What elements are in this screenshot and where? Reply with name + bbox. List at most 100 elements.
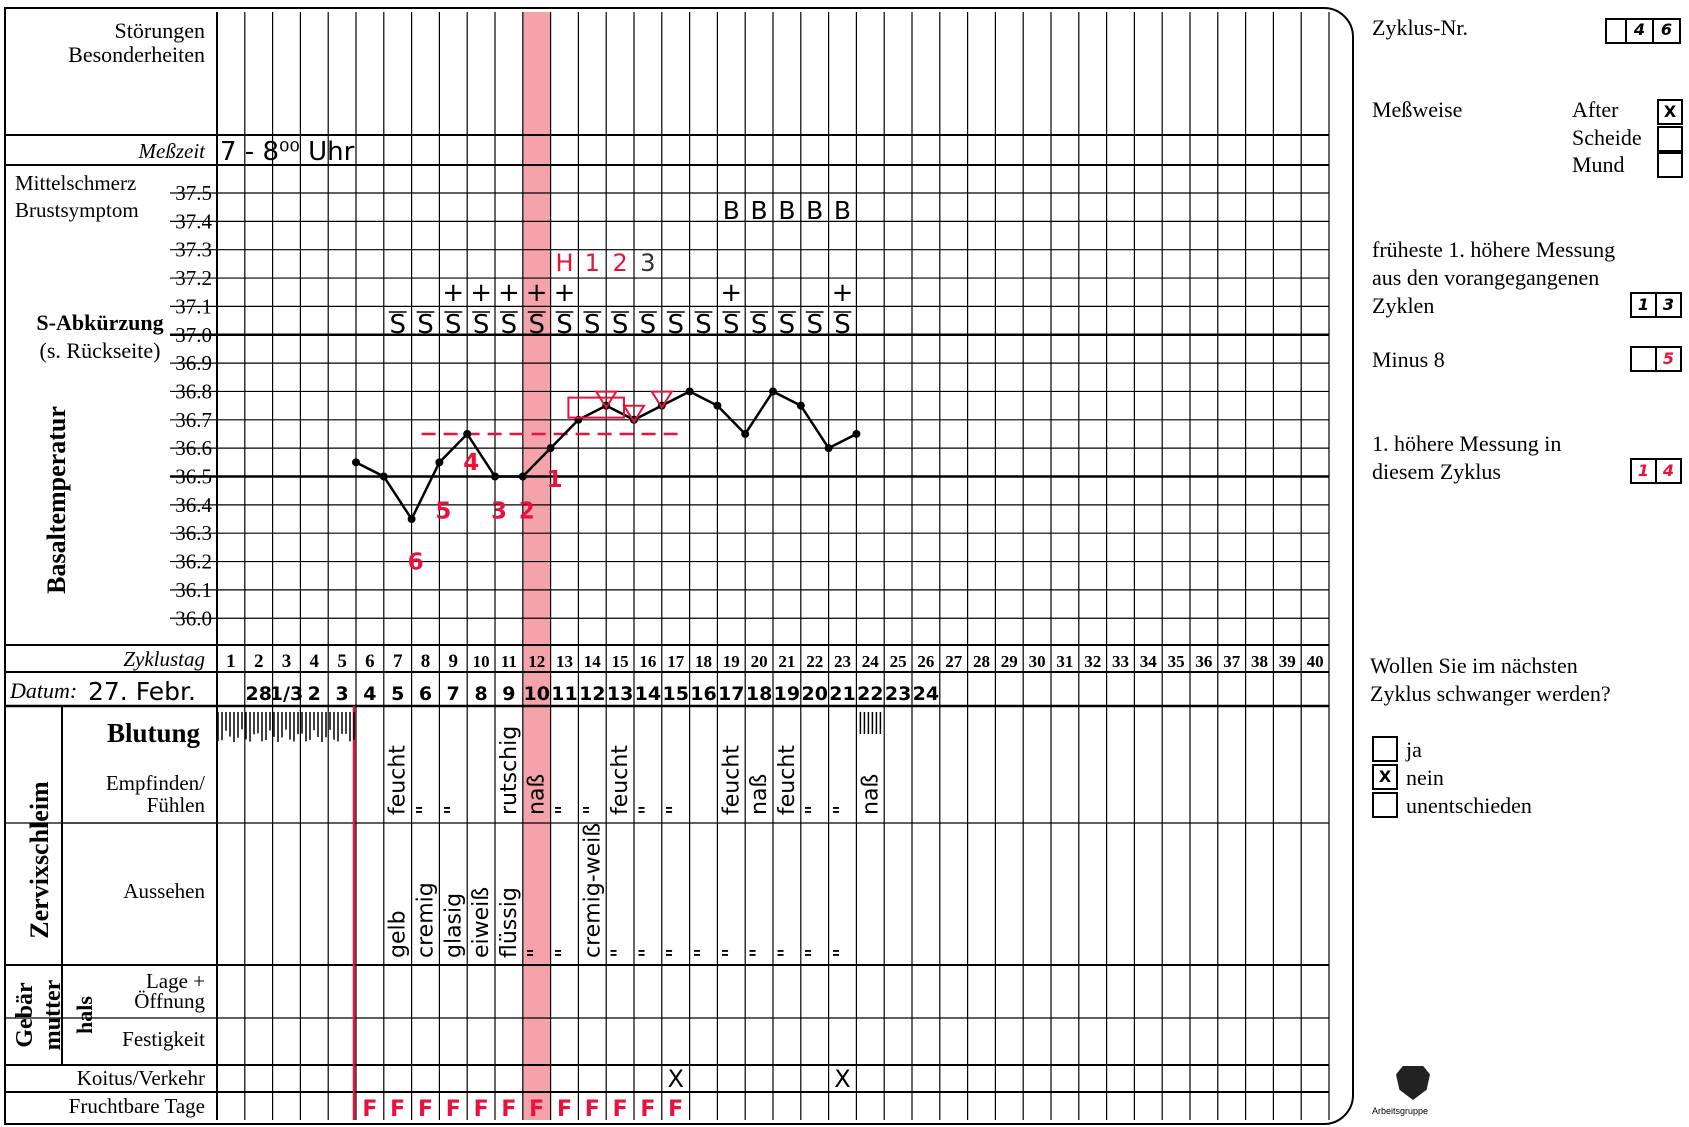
date-value: 3	[335, 683, 348, 705]
empfinden-word: feucht	[608, 745, 633, 815]
temperature-point	[546, 444, 555, 453]
chart-frame	[4, 7, 1354, 1125]
basaltemperatur-label: Basaltemperatur	[42, 406, 71, 594]
temperature-point	[352, 458, 360, 467]
minus8-box[interactable]: 5	[1630, 346, 1682, 372]
empfinden-word: naß	[525, 774, 550, 815]
s-mark: S	[556, 310, 573, 340]
messweise-after: After	[1572, 97, 1619, 122]
temperature-point	[741, 429, 750, 438]
wollen-ja-checkbox[interactable]	[1372, 736, 1398, 762]
cycle-day-number: 35	[1168, 652, 1185, 671]
fruchtbar-mark: F	[390, 1097, 405, 1122]
fruchtbar-mark: F	[640, 1097, 655, 1122]
fruchtbar-mark: F	[418, 1097, 433, 1122]
fruchtbar-mark: F	[362, 1097, 377, 1122]
temp-tick-label: 36.5	[175, 465, 212, 489]
frueheste-digit: 1	[1637, 295, 1650, 314]
cycle-day-number: 34	[1140, 652, 1158, 671]
empfinden-word: "	[664, 805, 689, 815]
wollen-line-1: Wollen Sie im nächsten	[1370, 653, 1578, 678]
cycle-day-number: 29	[1001, 652, 1018, 671]
s-mark: S	[806, 310, 823, 340]
cycle-day-number: 36	[1195, 652, 1212, 671]
cycle-day-number: 37	[1223, 652, 1241, 671]
fruchtbar-label: Fruchtbare Tage	[69, 1094, 205, 1118]
s-mark: S	[751, 310, 768, 340]
cycle-day-number: 13	[556, 652, 573, 671]
aussehen-word: "	[525, 948, 550, 958]
cycle-day-number: 25	[890, 652, 907, 671]
b-mark: B	[751, 196, 768, 225]
date-value: 10	[523, 683, 549, 705]
fruchtbar-mark: F	[668, 1097, 683, 1122]
b-mark: B	[778, 196, 795, 225]
empfinden-word: "	[414, 805, 439, 815]
low-count: 3	[491, 498, 507, 524]
messweise-after-checkbox[interactable]: X	[1657, 99, 1683, 125]
s-abk-label: S-Abkürzung	[36, 310, 163, 335]
cycle-day-number: 4	[310, 651, 320, 672]
date-value: 28	[245, 683, 271, 705]
b-mark: B	[834, 196, 851, 225]
cycle-day-number: 27	[945, 652, 963, 671]
temp-tick-label: 36.2	[175, 550, 212, 574]
cycle-day-number: 11	[501, 652, 517, 671]
temp-tick-label: 36.9	[175, 351, 212, 375]
zyklus-nr-label: Zyklus-Nr.	[1372, 15, 1468, 40]
wollen-unentschieden-checkbox[interactable]	[1372, 792, 1398, 818]
cycle-day-number: 17	[667, 652, 685, 671]
date-value: 16	[690, 683, 716, 705]
frueheste-box[interactable]: 1 3	[1630, 292, 1682, 318]
hoehere-line-1: 1. höhere Messung in	[1372, 431, 1562, 456]
date-value: 15	[662, 683, 688, 705]
messweise-mund-checkbox[interactable]	[1657, 152, 1683, 178]
date-value: 18	[746, 683, 772, 705]
minus8-label: Minus 8	[1372, 347, 1445, 372]
wollen-nein-label: nein	[1406, 765, 1444, 790]
datum-value: 27. Febr.	[88, 677, 196, 706]
date-value: 9	[502, 683, 515, 705]
hoehere-box[interactable]: 1 4	[1630, 458, 1682, 484]
temperature-point	[518, 472, 527, 481]
cycle-day-number: 16	[639, 652, 656, 671]
datum-label: Datum:	[9, 678, 77, 703]
hoehere-digit: 1	[1637, 461, 1650, 480]
hals-label: hals	[72, 996, 97, 1034]
date-value: 8	[474, 683, 487, 705]
low-count: 1	[547, 467, 563, 493]
date-value: 11	[551, 683, 577, 705]
zervixschleim-label: Zervixschleim	[25, 781, 54, 939]
wollen-unentschieden-label: unentschieden	[1406, 793, 1532, 818]
zyklus-nr-box[interactable]: 4 6	[1605, 18, 1681, 44]
gebaer-label: Gebär	[12, 982, 38, 1048]
messweise-scheide: Scheide	[1572, 125, 1642, 150]
plus-mark: +	[720, 278, 742, 308]
temp-tick-label: 36.6	[175, 436, 212, 460]
low-count: 4	[463, 450, 479, 476]
plus-mark: +	[470, 278, 492, 308]
messweise-scheide-checkbox[interactable]	[1657, 126, 1683, 152]
temperature-point	[713, 401, 722, 410]
b-mark: B	[806, 196, 823, 225]
wollen-nein-checkbox[interactable]: X	[1372, 764, 1398, 790]
temperature-point	[852, 429, 861, 438]
mutter-label: mutter	[40, 979, 66, 1050]
temp-tick-label: 36.1	[175, 578, 212, 602]
koitus-mark: X	[667, 1065, 683, 1093]
empfinden-word: "	[580, 805, 605, 815]
frueheste-line-1: früheste 1. höhere Messung	[1372, 237, 1616, 262]
plus-mark: +	[554, 278, 576, 308]
fruchtbar-mark: F	[585, 1097, 600, 1122]
cycle-day-number: 6	[365, 651, 375, 672]
fruchtbar-mark: F	[501, 1097, 516, 1122]
temperature-point	[379, 472, 388, 481]
cycle-day-number: 7	[393, 651, 403, 672]
h-count: 3	[640, 249, 655, 277]
logo-text: Arbeitsgruppe	[1372, 1106, 1429, 1116]
cycle-day-number: 2	[254, 651, 264, 672]
messweise-label: Meßweise	[1372, 97, 1463, 122]
cycle-day-number: 28	[973, 652, 990, 671]
messweise-mund: Mund	[1572, 152, 1625, 177]
temp-tick-label: 37.3	[175, 238, 212, 262]
